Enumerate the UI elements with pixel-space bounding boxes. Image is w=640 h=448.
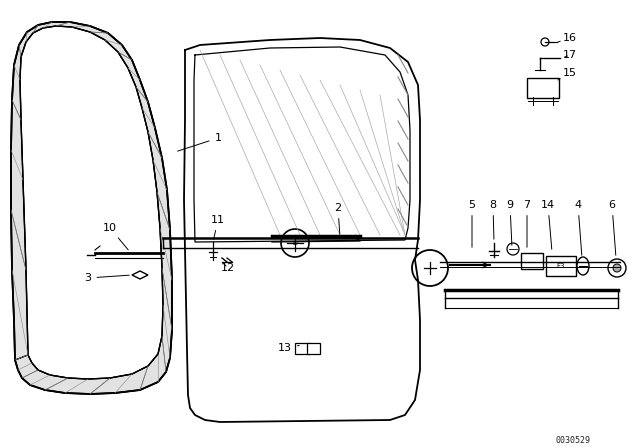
Text: 4: 4 [575, 200, 582, 255]
Circle shape [608, 259, 626, 277]
Text: 12: 12 [221, 263, 235, 273]
Text: 7: 7 [524, 200, 531, 247]
FancyBboxPatch shape [294, 343, 310, 353]
Text: 9: 9 [506, 200, 513, 245]
Text: 10: 10 [103, 223, 128, 250]
FancyBboxPatch shape [527, 78, 559, 98]
Text: 5: 5 [468, 200, 476, 247]
Text: 16: 16 [558, 33, 577, 43]
Polygon shape [11, 22, 172, 394]
Circle shape [412, 250, 448, 286]
Circle shape [281, 229, 309, 257]
Circle shape [541, 38, 549, 46]
Text: 0030529: 0030529 [555, 435, 590, 444]
Text: 3: 3 [84, 273, 129, 283]
Text: 17: 17 [563, 50, 577, 60]
Text: 1: 1 [178, 133, 221, 151]
Ellipse shape [577, 257, 589, 275]
Circle shape [507, 243, 519, 255]
Text: 14: 14 [541, 200, 555, 249]
FancyBboxPatch shape [521, 253, 543, 269]
FancyBboxPatch shape [546, 256, 576, 276]
FancyBboxPatch shape [307, 343, 319, 353]
Text: 15: 15 [558, 68, 577, 80]
Text: 13: 13 [278, 343, 300, 353]
Text: ID: ID [292, 241, 298, 246]
Text: 11: 11 [211, 215, 225, 239]
Text: 6: 6 [609, 200, 616, 255]
Circle shape [613, 264, 621, 272]
Polygon shape [132, 271, 148, 279]
Text: 2: 2 [335, 203, 342, 234]
Text: F3: F3 [557, 263, 565, 269]
Text: 8: 8 [490, 200, 497, 239]
